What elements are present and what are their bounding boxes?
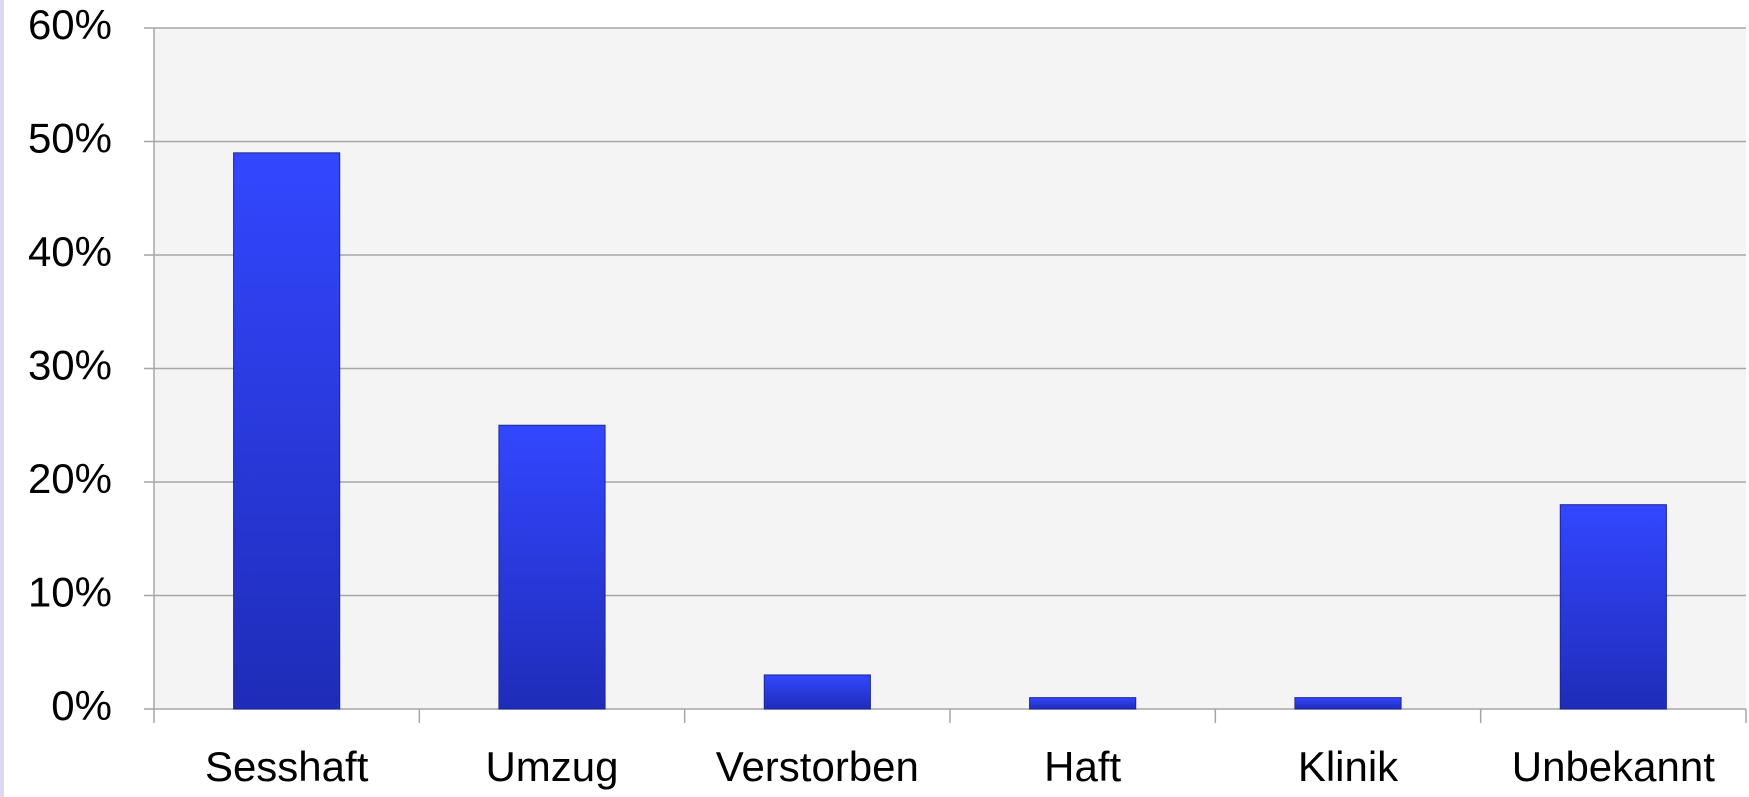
- x-tick-label: Unbekannt: [1512, 743, 1715, 790]
- side-stripe: [0, 0, 4, 797]
- bar: [1559, 504, 1667, 710]
- x-tick-label: Sesshaft: [205, 743, 369, 790]
- x-tick-label: Klinik: [1298, 743, 1399, 790]
- x-tick-label: Haft: [1044, 743, 1121, 790]
- bar: [1029, 697, 1137, 710]
- y-tick-label: 60%: [28, 1, 112, 48]
- y-tick-label: 20%: [28, 455, 112, 502]
- y-tick-label: 0%: [51, 682, 112, 729]
- bar: [498, 424, 606, 710]
- y-tick-label: 30%: [28, 342, 112, 389]
- y-tick-label: 40%: [28, 228, 112, 275]
- x-tick-label: Verstorben: [716, 743, 919, 790]
- bar: [1294, 697, 1402, 710]
- y-tick-label: 50%: [28, 115, 112, 162]
- bar: [233, 152, 341, 710]
- x-tick-label: Umzug: [485, 743, 618, 790]
- bar: [763, 674, 871, 710]
- y-tick-label: 10%: [28, 569, 112, 616]
